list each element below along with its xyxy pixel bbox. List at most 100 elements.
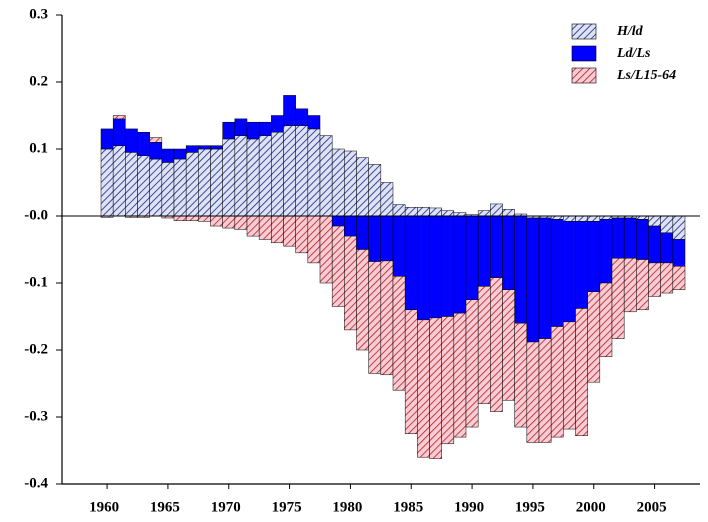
bar-segment [575,221,588,309]
bar-segment [599,282,613,357]
bar-segment [234,215,248,230]
bar-segment [477,215,491,287]
y-tick-label: -0.4 [24,475,48,491]
bar-segment [380,260,394,376]
bar-segment [149,142,163,160]
bar-segment [502,289,515,401]
bar-segment [623,257,637,313]
y-tick-label: -0.3 [24,408,48,424]
bar-segment [198,145,211,150]
bar-segment [161,162,175,217]
bar-segment [222,121,236,140]
bar-segment [356,249,369,351]
bar-segment [550,326,564,438]
x-tick-label: 1995 [515,499,545,515]
bar-segment [246,215,260,237]
y-tick-label: 0.3 [29,6,48,22]
y-tick-label: 0.1 [29,140,48,156]
bar-segment [100,148,114,217]
bar-segment [636,259,649,311]
bar-segment [258,135,272,217]
bar-segment [417,215,430,321]
bar-segment [246,138,260,217]
bar-segment [368,215,382,262]
bar-segment [563,215,576,222]
bar-segment [623,217,637,259]
bar-segment [295,215,309,254]
bar-segment [356,215,369,250]
bar-segment [587,221,601,292]
bar-segment [185,152,199,217]
bar-segment [465,215,479,300]
bar-segment [380,215,394,262]
legend-label: Ld/Ls [616,46,651,61]
x-tick-label: 1980 [332,499,362,515]
bar-segment [173,148,187,160]
y-tick-label: -0.1 [24,274,48,290]
bar-segment [502,209,515,217]
bar-segment [429,317,442,459]
x-tick-label: 1965 [150,499,180,515]
bar-segment [380,182,394,217]
bar-segment [344,215,357,237]
bar-segment [404,207,418,217]
bar-segment [672,215,686,240]
bar-segment [161,148,175,163]
bar-segment [392,276,406,391]
bar-segment [599,215,613,220]
bar-segment [307,128,321,217]
bar-segment [149,137,163,143]
bar-segment [319,135,333,217]
bar-segment [429,215,442,319]
x-tick-label: 1975 [272,499,302,515]
bar-segment [125,128,138,153]
bar-segment [112,145,126,217]
bar-segment [636,219,649,260]
bar-segment [672,239,686,267]
bar-segment [490,215,503,278]
bar-segment [514,215,528,324]
bar-segment [538,338,552,443]
bar-segment [587,215,601,222]
bar-segment [587,291,601,383]
bar-segment [660,215,674,233]
bar-segment [295,108,309,126]
bar-segment [526,217,540,343]
bar-segment [648,225,661,264]
bar-segment [125,152,138,217]
bar-segment [490,277,503,412]
bar-segment [137,132,150,156]
bar-segment [477,286,491,404]
bar-segment [210,145,223,150]
bar-segment [331,225,345,307]
bar-segment [356,157,369,217]
bar-segment [295,125,309,217]
bar-segment [453,212,467,217]
bar-segment [319,215,333,284]
bar-segment [210,215,223,227]
bar-segment [441,215,455,317]
bar-segment [441,316,455,445]
bar-segment [271,215,284,244]
x-tick-label: 1970 [211,499,241,515]
bar-segment [368,164,382,217]
y-tick-label: 0.2 [29,73,48,89]
bar-segment [173,215,187,221]
bar-segment [660,232,674,264]
bar-segment [563,321,576,430]
legend-swatch [571,45,597,62]
bar-segment [222,215,236,229]
bar-segment [550,215,564,220]
x-tick-label: 1990 [454,499,484,515]
bar-segment [368,261,382,374]
bar-segment [672,266,686,290]
bar-segment [344,235,357,331]
bar-segment [611,217,625,259]
bar-segment [563,221,576,323]
bar-segment [575,308,588,437]
bar-segment [575,215,588,222]
x-tick-label: 2000 [576,499,606,515]
bar-segment [222,138,236,217]
bar-segment [344,150,357,217]
